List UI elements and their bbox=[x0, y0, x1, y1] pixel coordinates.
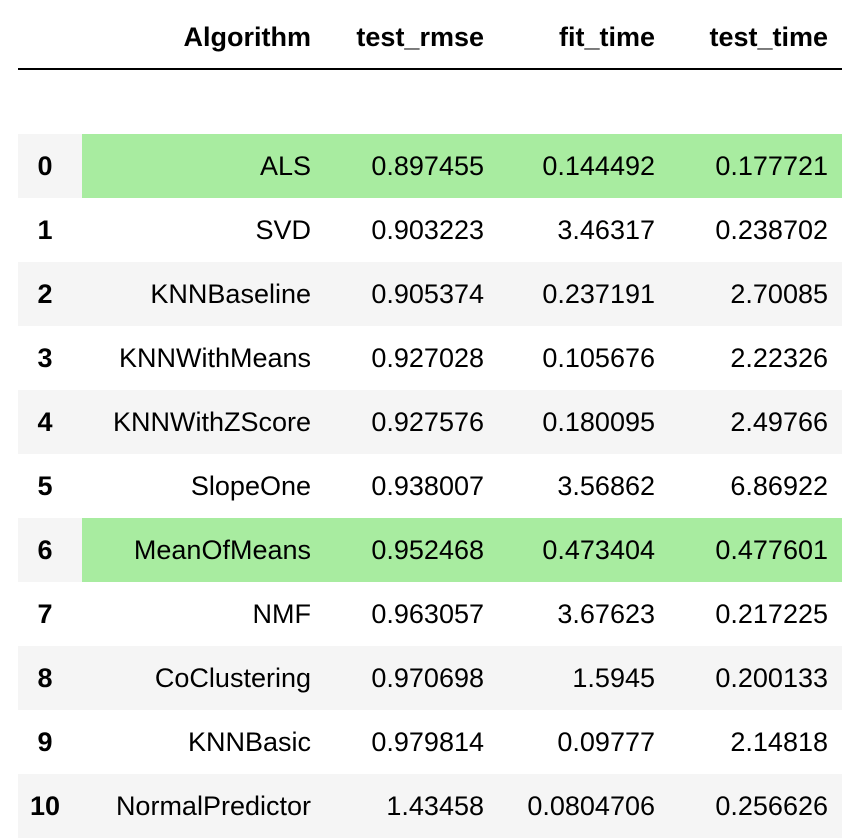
table-header: Algorithm test_rmse fit_time test_time bbox=[18, 6, 842, 70]
header-index bbox=[18, 6, 82, 70]
cell-algorithm: MeanOfMeans bbox=[82, 518, 325, 582]
cell-test-rmse: 0.979814 bbox=[325, 710, 498, 774]
cell-test-time: 0.177721 bbox=[669, 134, 842, 198]
cell-fit-time: 1.5945 bbox=[498, 646, 669, 710]
cell-test-rmse: 1.43458 bbox=[325, 774, 498, 838]
table-row: 10 NormalPredictor 1.43458 0.0804706 0.2… bbox=[18, 774, 842, 838]
header-fit-time: fit_time bbox=[498, 6, 669, 70]
cell-test-rmse: 0.938007 bbox=[325, 454, 498, 518]
table-body: 0 ALS 0.897455 0.144492 0.177721 1 SVD 0… bbox=[18, 69, 842, 838]
header-test-rmse: test_rmse bbox=[325, 6, 498, 70]
row-index: 5 bbox=[18, 454, 82, 518]
cell-test-rmse: 0.970698 bbox=[325, 646, 498, 710]
cell-fit-time: 0.180095 bbox=[498, 390, 669, 454]
cell-algorithm: NormalPredictor bbox=[82, 774, 325, 838]
cell-fit-time: 0.144492 bbox=[498, 134, 669, 198]
cell-test-time: 0.256626 bbox=[669, 774, 842, 838]
cell-test-time: 2.70085 bbox=[669, 262, 842, 326]
cell-test-time: 0.200133 bbox=[669, 646, 842, 710]
cell-test-time: 2.22326 bbox=[669, 326, 842, 390]
cell-algorithm: CoClustering bbox=[82, 646, 325, 710]
results-table: Algorithm test_rmse fit_time test_time 0… bbox=[18, 6, 842, 838]
cell-fit-time: 0.105676 bbox=[498, 326, 669, 390]
header-spacer bbox=[18, 69, 842, 134]
cell-test-rmse: 0.927576 bbox=[325, 390, 498, 454]
row-index: 6 bbox=[18, 518, 82, 582]
header-row: Algorithm test_rmse fit_time test_time bbox=[18, 6, 842, 70]
header-test-time: test_time bbox=[669, 6, 842, 70]
table-row: 7 NMF 0.963057 3.67623 0.217225 bbox=[18, 582, 842, 646]
table-row: 3 KNNWithMeans 0.927028 0.105676 2.22326 bbox=[18, 326, 842, 390]
dataframe-container: Algorithm test_rmse fit_time test_time 0… bbox=[18, 6, 842, 838]
cell-fit-time: 0.09777 bbox=[498, 710, 669, 774]
cell-fit-time: 3.67623 bbox=[498, 582, 669, 646]
table-row: 8 CoClustering 0.970698 1.5945 0.200133 bbox=[18, 646, 842, 710]
row-index: 3 bbox=[18, 326, 82, 390]
cell-algorithm: SlopeOne bbox=[82, 454, 325, 518]
cell-test-time: 0.477601 bbox=[669, 518, 842, 582]
table-row: 9 KNNBasic 0.979814 0.09777 2.14818 bbox=[18, 710, 842, 774]
table-row: 2 KNNBaseline 0.905374 0.237191 2.70085 bbox=[18, 262, 842, 326]
cell-fit-time: 0.473404 bbox=[498, 518, 669, 582]
header-algorithm: Algorithm bbox=[82, 6, 325, 70]
cell-test-time: 2.49766 bbox=[669, 390, 842, 454]
cell-test-rmse: 0.897455 bbox=[325, 134, 498, 198]
cell-test-rmse: 0.963057 bbox=[325, 582, 498, 646]
cell-test-time: 0.238702 bbox=[669, 198, 842, 262]
cell-test-time: 0.217225 bbox=[669, 582, 842, 646]
cell-fit-time: 3.56862 bbox=[498, 454, 669, 518]
row-index: 4 bbox=[18, 390, 82, 454]
cell-test-time: 6.86922 bbox=[669, 454, 842, 518]
row-index: 10 bbox=[18, 774, 82, 838]
row-index: 8 bbox=[18, 646, 82, 710]
table-row: 5 SlopeOne 0.938007 3.56862 6.86922 bbox=[18, 454, 842, 518]
cell-fit-time: 0.0804706 bbox=[498, 774, 669, 838]
cell-algorithm: KNNWithZScore bbox=[82, 390, 325, 454]
table-row: 4 KNNWithZScore 0.927576 0.180095 2.4976… bbox=[18, 390, 842, 454]
cell-test-rmse: 0.952468 bbox=[325, 518, 498, 582]
cell-algorithm: SVD bbox=[82, 198, 325, 262]
cell-fit-time: 3.46317 bbox=[498, 198, 669, 262]
table-row: 1 SVD 0.903223 3.46317 0.238702 bbox=[18, 198, 842, 262]
cell-test-rmse: 0.927028 bbox=[325, 326, 498, 390]
cell-algorithm: KNNWithMeans bbox=[82, 326, 325, 390]
row-index: 1 bbox=[18, 198, 82, 262]
cell-fit-time: 0.237191 bbox=[498, 262, 669, 326]
row-index: 7 bbox=[18, 582, 82, 646]
table-row: 6 MeanOfMeans 0.952468 0.473404 0.477601 bbox=[18, 518, 842, 582]
cell-algorithm: KNNBasic bbox=[82, 710, 325, 774]
row-index: 2 bbox=[18, 262, 82, 326]
cell-algorithm: KNNBaseline bbox=[82, 262, 325, 326]
cell-test-time: 2.14818 bbox=[669, 710, 842, 774]
cell-test-rmse: 0.903223 bbox=[325, 198, 498, 262]
cell-algorithm: NMF bbox=[82, 582, 325, 646]
row-index: 0 bbox=[18, 134, 82, 198]
cell-test-rmse: 0.905374 bbox=[325, 262, 498, 326]
table-row: 0 ALS 0.897455 0.144492 0.177721 bbox=[18, 134, 842, 198]
cell-algorithm: ALS bbox=[82, 134, 325, 198]
row-index: 9 bbox=[18, 710, 82, 774]
